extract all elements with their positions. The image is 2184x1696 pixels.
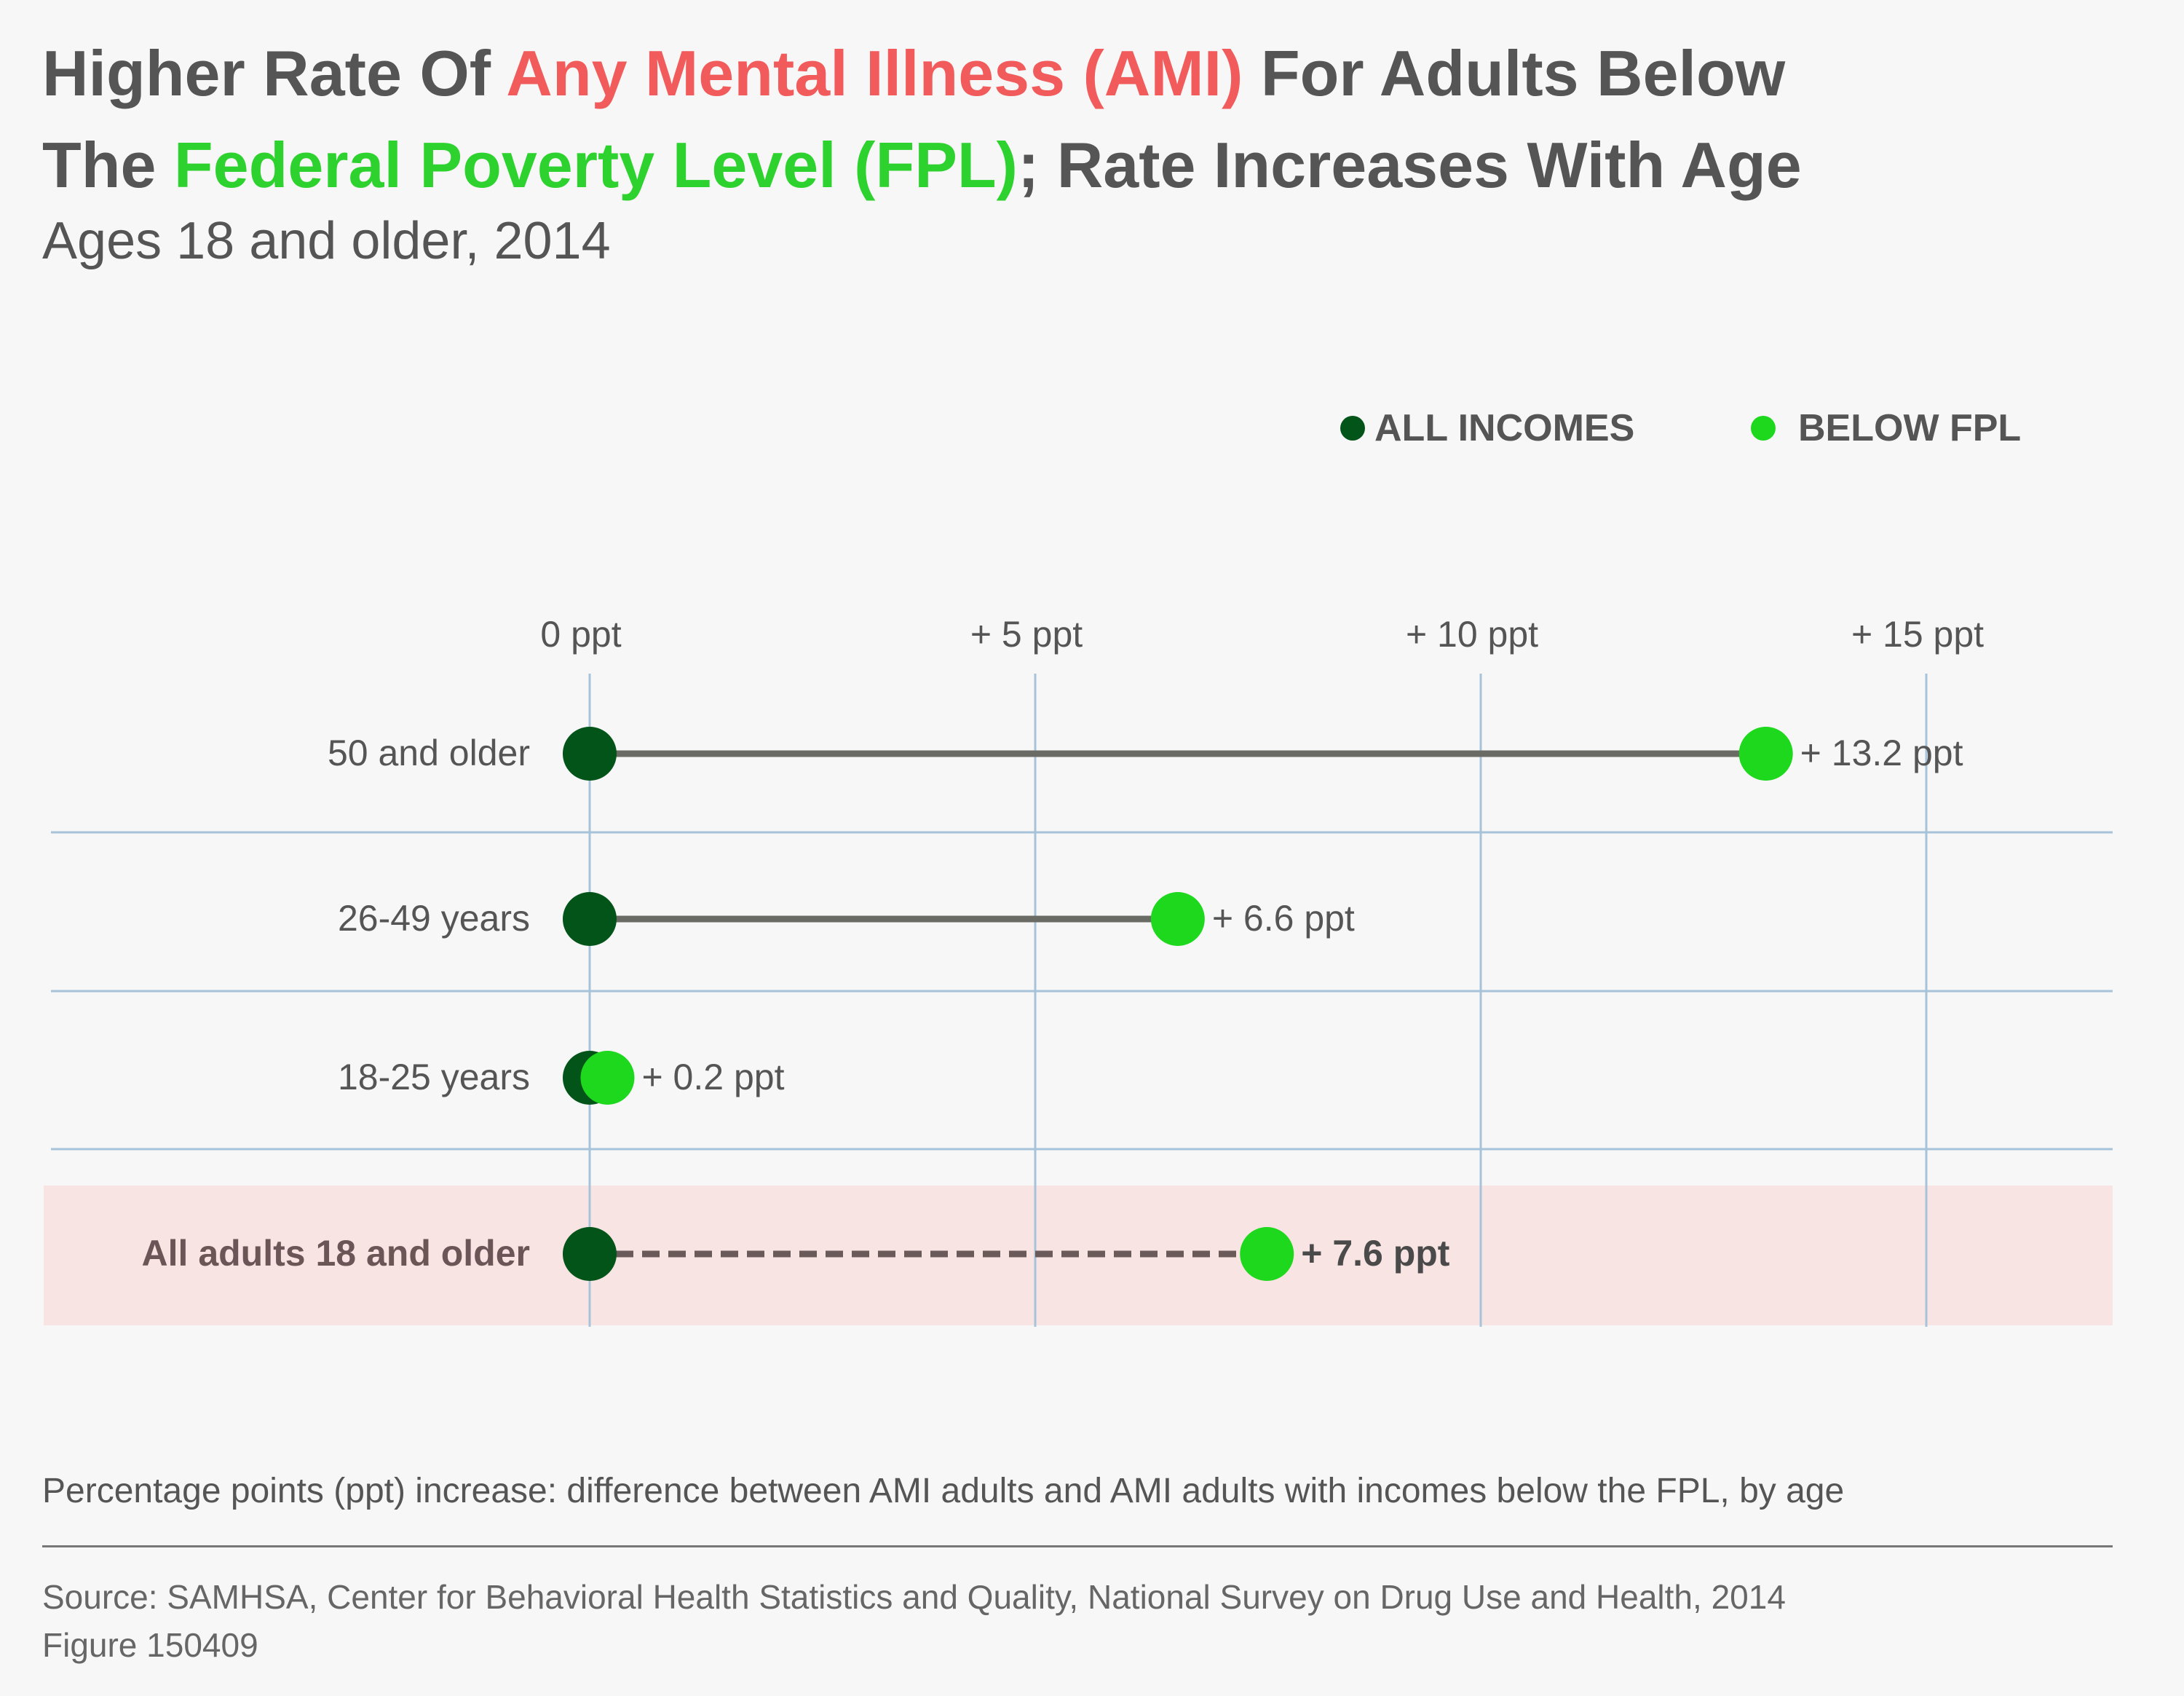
row-category-label: 18-25 years xyxy=(338,1057,530,1097)
data-label: + 7.6 ppt xyxy=(1301,1233,1450,1274)
row-category-label: 26-49 years xyxy=(338,898,530,939)
chart-footnote: Percentage points (ppt) increase: differ… xyxy=(42,1472,1845,1510)
chart-subtitle: Ages 18 and older, 2014 xyxy=(42,212,611,270)
figure-number: Figure 150409 xyxy=(42,1626,258,1664)
data-label: + 0.2 ppt xyxy=(641,1057,784,1097)
x-tick-label: 0 ppt xyxy=(540,614,621,655)
row-category-label: 50 and older xyxy=(328,733,530,773)
title-part2: For Adults Below xyxy=(1243,37,1786,109)
data-label: + 6.6 ppt xyxy=(1212,898,1355,939)
below-fpl-dot xyxy=(1738,727,1793,781)
title-part1: Higher Rate Of xyxy=(42,37,507,109)
row-category-label: All adults 18 and older xyxy=(142,1233,530,1274)
all-incomes-dot xyxy=(563,892,617,946)
source-line: Source: SAMHSA, Center for Behavioral He… xyxy=(42,1578,1786,1616)
below-fpl-dot xyxy=(580,1051,635,1105)
data-label: + 13.2 ppt xyxy=(1800,733,1963,773)
x-tick-label: + 10 ppt xyxy=(1406,614,1538,655)
title-part3: The xyxy=(42,129,174,201)
legend-marker-below-fpl xyxy=(1751,416,1776,441)
all-incomes-dot xyxy=(563,1227,617,1281)
below-fpl-dot xyxy=(1150,892,1205,946)
chart-title: Higher Rate Of Any Mental Illness (AMI) … xyxy=(42,28,2153,211)
title-part4: ; Rate Increases With Age xyxy=(1017,129,1802,201)
legend-label-all-incomes: ALL INCOMES xyxy=(1374,407,1634,449)
dumbbell-row: 26-49 years + 6.6 ppt xyxy=(338,892,1355,946)
dumbbell-row: All adults 18 and older + 7.6 ppt xyxy=(142,1227,1450,1281)
dumbbell-chart: 0 ppt + 5 ppt + 10 ppt + 15 ppt ALL INCOMES… xyxy=(44,407,2113,1327)
footer-divider xyxy=(42,1545,2113,1547)
dumbbell-row: 18-25 years + 0.2 ppt xyxy=(338,1051,785,1105)
below-fpl-dot xyxy=(1240,1227,1294,1281)
x-tick-label: + 15 ppt xyxy=(1851,614,1984,655)
title-highlight-ami: Any Mental Illness (AMI) xyxy=(506,37,1243,109)
legend-marker-all-incomes xyxy=(1340,416,1365,441)
title-highlight-fpl: Federal Poverty Level (FPL) xyxy=(173,129,1018,201)
legend-label-below-fpl: BELOW FPL xyxy=(1798,407,2021,449)
dumbbell-row: 50 and older + 13.2 ppt xyxy=(328,727,1963,781)
x-tick-label: + 5 ppt xyxy=(970,614,1083,655)
all-incomes-dot xyxy=(563,727,617,781)
source-note: Source: SAMHSA, Center for Behavioral He… xyxy=(42,1573,1786,1669)
